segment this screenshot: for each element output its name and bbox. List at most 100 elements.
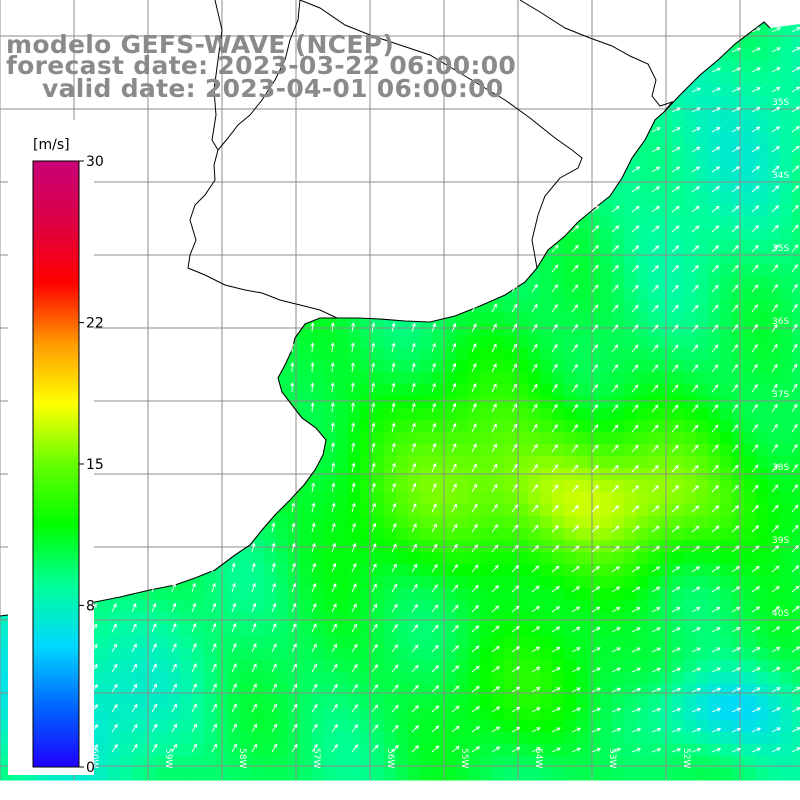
field-cell [444,372,457,385]
field-cell [696,552,709,565]
wind-arrow [711,324,719,333]
field-cell [744,672,757,685]
field-cell [384,504,397,517]
wind-arrow [731,464,739,473]
wind-arrow [631,464,639,473]
wind-arrow [330,442,335,453]
field-cell [480,756,493,769]
field-cell [636,720,649,733]
field-cell [528,588,541,601]
field-cell [780,192,793,205]
field-cell [444,516,457,529]
field-cell [468,600,481,613]
wind-arrow [431,462,437,473]
wind-arrow [571,484,579,493]
wind-arrow [391,442,396,453]
field-cell [780,576,793,589]
field-cell [684,480,697,493]
field-cell [576,288,589,301]
wind-arrow [711,525,720,533]
field-cell [720,300,733,313]
field-cell [564,276,577,289]
field-cell [732,768,745,781]
field-cell [744,96,757,109]
field-cell [432,624,445,637]
field-cell [672,588,685,601]
field-cell [264,708,277,721]
field-cell [144,768,157,781]
field-cell [528,612,541,625]
field-cell [420,528,433,541]
field-cell [672,384,685,397]
field-cell [252,756,265,769]
country-border [187,0,338,319]
field-cell [96,672,109,685]
wind-arrow [411,502,417,513]
wind-arrow [491,363,497,373]
field-cell [576,600,589,613]
wind-arrow [131,643,137,653]
field-cell [612,504,625,517]
field-cell [612,408,625,421]
field-cell [588,636,601,649]
wind-arrow [731,67,741,73]
wind-arrow [571,444,579,453]
field-cell [492,396,505,409]
field-cell [576,528,589,541]
field-cell [408,492,421,505]
field-cell [780,396,793,409]
field-cell [696,204,709,217]
field-cell [228,564,241,577]
wind-arrow [631,225,640,233]
wind-arrow [511,605,520,613]
field-cell [648,708,661,721]
field-cell [756,756,769,769]
wind-arrow [751,525,760,533]
field-cell [528,744,541,757]
field-cell [336,480,349,493]
wind-arrow [711,87,721,93]
wind-arrow [511,504,519,513]
field-cell [624,396,637,409]
field-cell [96,720,109,733]
field-cell [600,636,613,649]
wind-arrow [711,67,722,73]
field-cell [396,516,409,529]
wind-arrow [751,264,759,273]
field-cell [228,732,241,745]
field-cell [600,372,613,385]
field-cell [564,600,577,613]
field-cell [540,408,553,421]
field-cell [672,192,685,205]
wind-arrow [551,264,559,273]
field-cell [708,156,721,169]
field-cell [612,204,625,217]
wind-arrow [711,186,720,193]
wind-arrow [451,624,459,633]
field-cell [132,768,145,781]
field-cell [696,168,709,181]
field-cell [432,732,445,745]
field-cell [768,648,781,661]
field-cell [624,420,637,433]
wind-arrow [331,542,336,553]
field-cell [756,144,769,157]
field-cell [528,552,541,565]
field-cell [720,84,733,97]
wind-arrow [431,402,437,413]
field-cell [780,48,793,61]
field-cell [120,756,133,769]
field-cell [696,540,709,553]
wind-arrow [731,344,739,353]
field-cell [240,696,253,709]
field-cell [720,264,733,277]
field-cell [528,372,541,385]
field-cell [624,336,637,349]
field-cell [696,288,709,301]
field-cell [540,648,553,661]
field-cell [564,552,577,565]
field-cell [576,264,589,277]
field-cell [768,588,781,601]
field-cell [708,276,721,289]
field-cell [612,696,625,709]
